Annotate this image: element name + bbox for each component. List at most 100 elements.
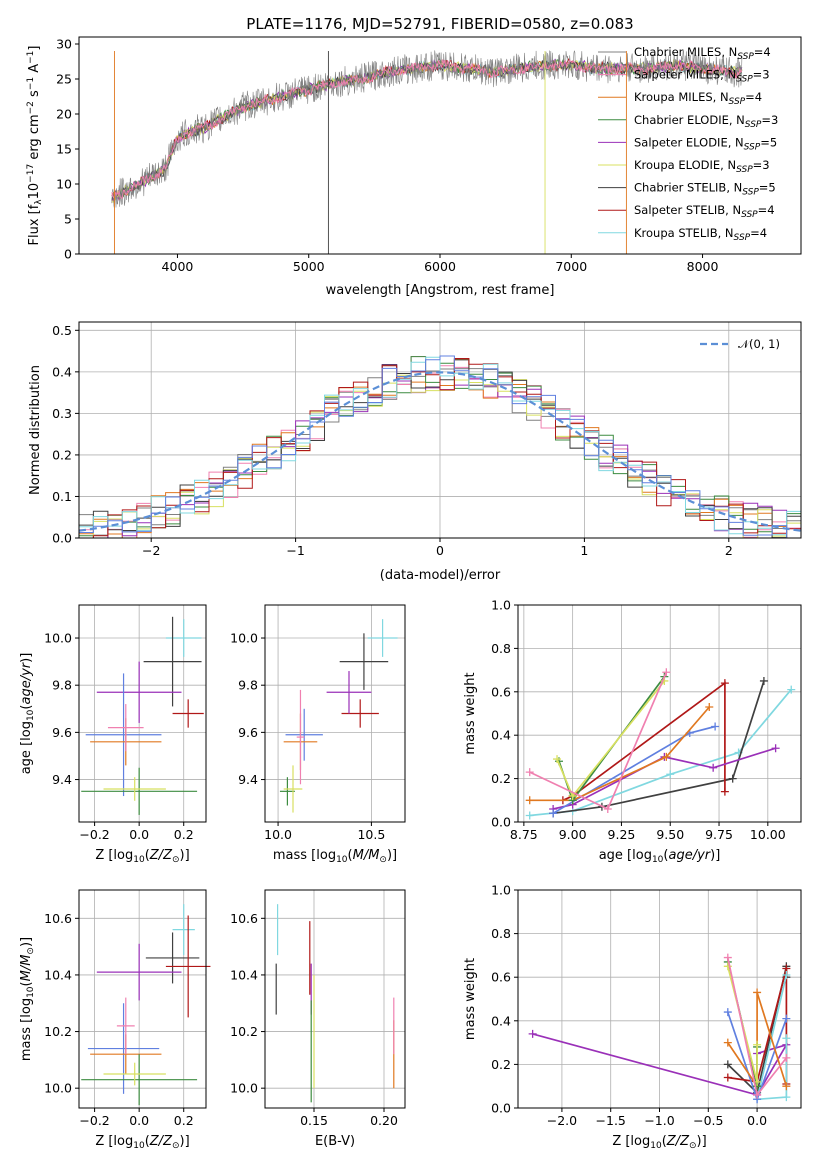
plot-area [275, 904, 395, 1103]
y-tick-label: 0.5 [52, 323, 72, 338]
x-tick-label: 8.75 [510, 827, 538, 842]
axes-frame [264, 889, 406, 1109]
legend-entry: Chabrier STELIB, NSSP=5 [634, 181, 776, 198]
y-tick-label: 0.6 [491, 970, 511, 985]
y-tick-label: 0.2 [52, 447, 72, 462]
y-tick-label: 10 [56, 177, 72, 192]
weight-marker [782, 971, 791, 980]
x-axis-label: age [log10(age/yr)] [599, 848, 721, 865]
y-axis-label: Flux [fλ10−17 erg cm−2 s−1 A−1] [26, 46, 44, 246]
legend-entry: Kroupa ELODIE, NSSP=3 [634, 158, 770, 175]
x-tick-label: −0.5 [693, 1113, 723, 1128]
y-tick-label: 0.2 [491, 771, 511, 786]
weight-marker [525, 796, 534, 805]
y-tick-label: 9.4 [52, 772, 72, 787]
plot-area [81, 904, 211, 1106]
plot-area [81, 616, 204, 815]
weight-marker [782, 1053, 791, 1062]
plot-area [528, 953, 791, 1104]
y-tick-label: 10.0 [230, 631, 258, 646]
spectrum-line [111, 59, 743, 199]
y-tick-label: 10.0 [230, 1081, 258, 1096]
y-axis-label: mass weight [463, 672, 478, 754]
y-axis-label: mass weight [463, 958, 478, 1040]
weight-marker [753, 1040, 762, 1049]
weight-marker [549, 809, 558, 818]
x-tick-label: 0.0 [129, 827, 149, 842]
y-tick-label: 30 [56, 37, 72, 52]
weight-marker [753, 1090, 762, 1099]
legend: Chabrier MILES, NSSP=4 Salpeter MILES, NS… [598, 45, 778, 243]
x-axis-label: (data-model)/error [380, 568, 501, 583]
legend-entry: Salpeter MILES, NSSP=3 [634, 68, 770, 85]
y-tick-label: 0.6 [491, 684, 511, 699]
x-tick-label: 9.50 [656, 827, 684, 842]
weight-marker [709, 763, 718, 772]
x-axis-label: Z [log10(Z/Z⊙)] [612, 1134, 706, 1151]
axes-frame [264, 604, 406, 823]
x-tick-label: 0.0 [129, 1113, 149, 1128]
x-axis-label: wavelength [Angstrom, rest frame] [326, 283, 555, 298]
x-tick-label: −1.0 [644, 1113, 674, 1128]
weight-marker [782, 1014, 791, 1023]
y-tick-label: 0.0 [491, 815, 511, 830]
y-tick-label: 10.4 [230, 967, 258, 982]
x-tick-label: 5000 [293, 259, 325, 274]
x-tick-label: −1.5 [596, 1113, 626, 1128]
axes-frame [78, 889, 207, 1109]
legend-entry: Chabrier ELODIE, NSSP=3 [634, 113, 778, 130]
y-tick-label: 20 [56, 107, 72, 122]
x-tick-label: 0.2 [174, 1113, 194, 1128]
weight-marker [662, 752, 671, 761]
y-tick-label: 0 [64, 247, 72, 262]
y-tick-label: 25 [56, 72, 72, 87]
y-axis-label: Normed distribution [28, 365, 43, 495]
y-tick-label: 15 [56, 142, 72, 157]
gaussian-curve [79, 371, 801, 532]
weight-marker [753, 988, 762, 997]
weight-marker [723, 953, 732, 962]
weight-marker [528, 1029, 537, 1038]
y-tick-label: 0.2 [491, 1057, 511, 1072]
y-tick-label: 0.3 [52, 406, 72, 421]
x-axis-label: mass [log10(M/M⊙)] [273, 848, 397, 865]
plot-area [525, 668, 796, 820]
x-tick-label: 0 [436, 543, 444, 558]
x-tick-label: 0.20 [370, 1113, 398, 1128]
y-tick-label: 10.2 [230, 1024, 258, 1039]
y-tick-label: 9.8 [238, 678, 258, 693]
mass-vs-metallicity-panel: −0.2 0.0 0.2 10.0 10.2 10.4 10.6 Z [log10(Z/Z⊙)… [19, 889, 211, 1151]
y-axis-label: mass [log10(M/M⊙)] [19, 937, 36, 1061]
weight-marker [666, 770, 675, 779]
x-tick-label: 10.5 [357, 827, 385, 842]
y-tick-label: 0.8 [491, 641, 511, 656]
histogram-steps [79, 355, 801, 538]
weight-marker [553, 755, 562, 764]
weight-line [529, 706, 710, 802]
y-tick-label: 0.8 [491, 926, 511, 941]
weight-line [532, 1033, 789, 1096]
plot-area [79, 355, 801, 538]
weight-marker [711, 722, 720, 731]
x-tick-label: −2 [142, 543, 160, 558]
x-tick-label: 2 [725, 543, 733, 558]
y-tick-label: 10.0 [44, 631, 72, 646]
x-tick-label: −0.2 [79, 1113, 109, 1128]
weight-line [727, 992, 788, 1089]
y-tick-label: 0.0 [52, 531, 72, 546]
weight-marker [759, 676, 768, 685]
y-tick-label: 10.4 [44, 967, 72, 982]
weight-vs-age-panel: 8.75 9.00 9.25 9.50 9.75 10.00 0.0 0.2 0.4 0.6 0.8… [463, 598, 802, 865]
weight-marker [723, 1038, 732, 1047]
y-tick-label: 10.2 [44, 1024, 72, 1039]
spectrum-line [111, 50, 743, 209]
weight-marker [705, 702, 714, 711]
plot-area [279, 619, 398, 813]
x-axis-label: Z [log10(Z/Z⊙)] [95, 848, 189, 865]
y-tick-label: 0.1 [52, 489, 72, 504]
y-axis-label: age [log10(age/yr)] [19, 653, 36, 775]
axes-frame [78, 604, 207, 823]
x-tick-label: 9.00 [559, 827, 587, 842]
weight-marker [525, 811, 534, 820]
